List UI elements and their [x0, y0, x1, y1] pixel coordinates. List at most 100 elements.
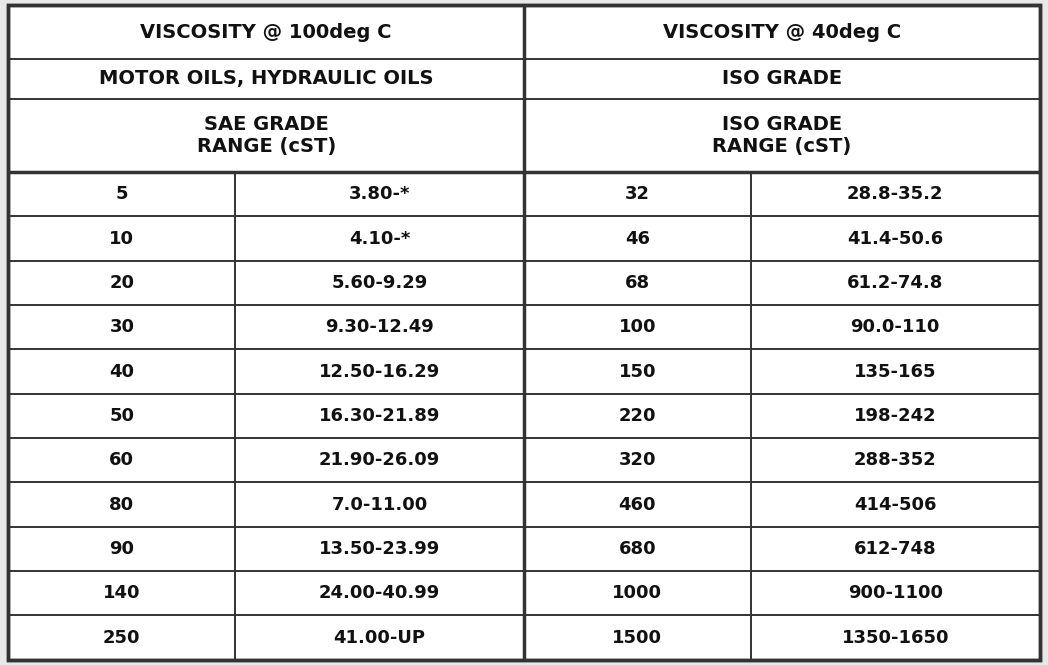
Text: 135-165: 135-165 — [854, 362, 937, 380]
Bar — [8, 261, 235, 305]
Bar — [235, 349, 524, 394]
Text: 21.90-26.09: 21.90-26.09 — [319, 452, 440, 469]
Bar — [8, 482, 235, 527]
Text: 28.8-35.2: 28.8-35.2 — [847, 186, 943, 203]
Bar — [8, 394, 235, 438]
Bar — [750, 571, 1040, 615]
Text: 7.0-11.00: 7.0-11.00 — [331, 495, 428, 513]
Bar — [750, 217, 1040, 261]
Text: 24.00-40.99: 24.00-40.99 — [319, 584, 440, 602]
Bar — [750, 172, 1040, 217]
Bar — [524, 349, 750, 394]
Text: 288-352: 288-352 — [854, 452, 937, 469]
Text: 80: 80 — [109, 495, 134, 513]
Bar — [524, 59, 1040, 99]
Bar — [8, 261, 235, 305]
Bar — [235, 482, 524, 527]
Bar — [524, 5, 1040, 59]
Bar — [235, 217, 524, 261]
Bar — [8, 438, 235, 482]
Bar — [8, 482, 235, 527]
Text: VISCOSITY @ 100deg C: VISCOSITY @ 100deg C — [140, 23, 392, 41]
Bar — [750, 438, 1040, 482]
Bar — [8, 438, 235, 482]
Bar — [750, 438, 1040, 482]
Bar — [235, 571, 524, 615]
Text: 68: 68 — [625, 274, 650, 292]
Bar — [8, 172, 235, 217]
Bar — [524, 217, 750, 261]
Text: ISO GRADE
RANGE (cST): ISO GRADE RANGE (cST) — [713, 115, 851, 156]
Bar — [750, 615, 1040, 660]
Bar — [235, 527, 524, 571]
Text: 20: 20 — [109, 274, 134, 292]
Bar — [235, 172, 524, 217]
Text: 50: 50 — [109, 407, 134, 425]
Text: 1350-1650: 1350-1650 — [842, 628, 949, 646]
Bar — [235, 172, 524, 217]
Text: 612-748: 612-748 — [854, 540, 937, 558]
Bar — [750, 305, 1040, 349]
Text: 9.30-12.49: 9.30-12.49 — [325, 319, 434, 336]
Bar — [524, 527, 750, 571]
Bar — [8, 571, 235, 615]
Text: VISCOSITY @ 40deg C: VISCOSITY @ 40deg C — [662, 23, 901, 41]
Bar — [524, 305, 750, 349]
Bar — [235, 438, 524, 482]
Bar — [750, 394, 1040, 438]
Bar — [8, 59, 524, 99]
Bar — [235, 615, 524, 660]
Bar — [8, 305, 235, 349]
Bar — [8, 5, 524, 59]
Bar — [235, 217, 524, 261]
Text: SAE GRADE
RANGE (cST): SAE GRADE RANGE (cST) — [197, 115, 335, 156]
Text: 30: 30 — [109, 319, 134, 336]
Bar — [750, 217, 1040, 261]
Bar — [235, 571, 524, 615]
Bar — [524, 527, 750, 571]
Text: 40: 40 — [109, 362, 134, 380]
Bar — [750, 482, 1040, 527]
Bar — [8, 571, 235, 615]
Bar — [235, 261, 524, 305]
Text: 250: 250 — [103, 628, 140, 646]
Bar — [8, 59, 524, 99]
Text: ISO GRADE: ISO GRADE — [722, 69, 842, 88]
Bar — [235, 615, 524, 660]
Text: 10: 10 — [109, 229, 134, 247]
Bar — [524, 482, 750, 527]
Text: 32: 32 — [625, 186, 650, 203]
Bar — [235, 305, 524, 349]
Text: 414-506: 414-506 — [854, 495, 937, 513]
Bar — [8, 349, 235, 394]
Text: 12.50-16.29: 12.50-16.29 — [319, 362, 440, 380]
Text: 41.4-50.6: 41.4-50.6 — [847, 229, 943, 247]
Bar — [524, 217, 750, 261]
Bar — [8, 615, 235, 660]
Bar — [524, 172, 750, 217]
Bar — [750, 527, 1040, 571]
Bar — [8, 217, 235, 261]
Text: 5: 5 — [115, 186, 128, 203]
Bar — [524, 615, 750, 660]
Text: 900-1100: 900-1100 — [848, 584, 943, 602]
Bar — [524, 438, 750, 482]
Bar — [8, 349, 235, 394]
Bar — [524, 571, 750, 615]
Bar — [750, 349, 1040, 394]
Text: 320: 320 — [618, 452, 656, 469]
Bar — [750, 305, 1040, 349]
Bar — [750, 571, 1040, 615]
Bar — [8, 527, 235, 571]
Bar — [750, 615, 1040, 660]
Bar — [524, 482, 750, 527]
Bar — [524, 261, 750, 305]
Text: 46: 46 — [625, 229, 650, 247]
Bar — [235, 349, 524, 394]
Bar — [235, 482, 524, 527]
Bar — [524, 5, 1040, 59]
Text: 90: 90 — [109, 540, 134, 558]
Bar — [524, 571, 750, 615]
Text: 41.00-UP: 41.00-UP — [333, 628, 425, 646]
Text: 60: 60 — [109, 452, 134, 469]
